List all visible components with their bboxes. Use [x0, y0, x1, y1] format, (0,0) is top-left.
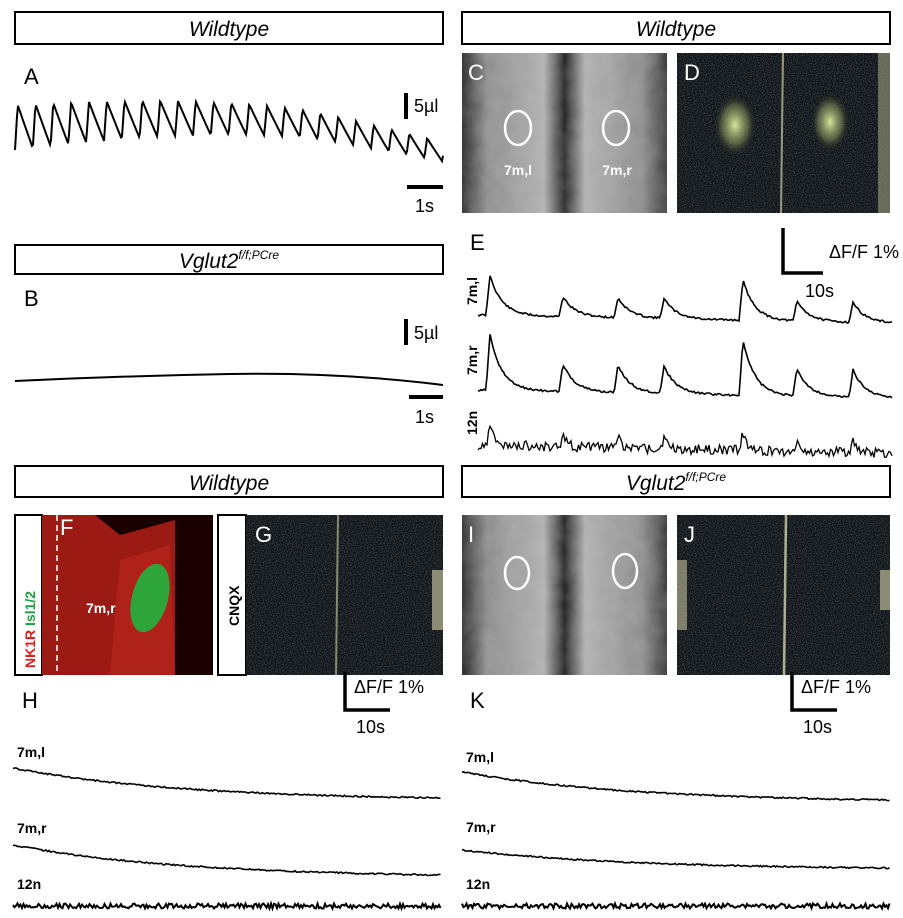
trace — [14, 372, 444, 386]
image — [462, 53, 667, 213]
scale-label: ΔF/F 1% — [801, 677, 871, 697]
image — [677, 514, 890, 676]
trace — [461, 900, 891, 912]
trace — [12, 844, 441, 877]
header: Wildtype — [189, 472, 269, 495]
header-superscript: f/f;PCre — [238, 248, 279, 262]
image — [42, 515, 213, 675]
panel-letter: E — [470, 230, 485, 255]
header-box — [14, 11, 444, 45]
scale-label: 10s — [805, 281, 834, 301]
trace — [477, 275, 893, 324]
trace-label: 7m,l — [464, 277, 480, 305]
trace-label: 7m,l — [466, 749, 494, 765]
panel-letter: H — [22, 688, 38, 713]
panel-letter: K — [470, 688, 485, 713]
scale-label: 5µl — [414, 323, 438, 343]
panel-letter: J — [684, 522, 695, 547]
trace-label: 12n — [17, 876, 41, 892]
condition-label: CNQX — [226, 585, 242, 626]
image — [462, 515, 667, 675]
trace — [477, 424, 893, 459]
header: Vglut2f/f;PCre — [626, 470, 727, 495]
trace — [461, 770, 890, 802]
trace-label: 12n — [466, 876, 490, 892]
panel-letter: G — [255, 522, 272, 547]
stain-label: NK1R Isl1/2 — [22, 591, 38, 668]
trace-label: 7m,r — [466, 819, 496, 835]
scale-label: 5µl — [414, 96, 438, 116]
panel-letter: D — [684, 60, 700, 85]
roi-label: 7m,r — [86, 600, 116, 616]
trace — [14, 98, 444, 164]
header: Wildtype — [636, 18, 716, 41]
trace-label: 7m,r — [17, 820, 47, 836]
scale-label: 1s — [415, 196, 434, 216]
trace — [477, 334, 893, 399]
scale-label: ΔF/F 1% — [354, 677, 424, 697]
header-superscript: f/f;PCre — [685, 470, 726, 484]
panel-letter: A — [24, 64, 39, 89]
roi-label: 7m,r — [602, 162, 632, 178]
scale-bar — [781, 228, 823, 275]
trace — [12, 900, 442, 912]
trace — [12, 767, 441, 800]
header-box — [461, 465, 891, 498]
header-text: Vglut2 — [179, 250, 239, 273]
header-box — [461, 11, 891, 45]
trace-label: 7m,l — [17, 744, 45, 760]
panel-letter: B — [24, 286, 39, 311]
header-box — [14, 465, 444, 498]
trace-label: 7m,r — [464, 345, 480, 375]
scale-bar — [343, 672, 390, 712]
scale-label: 10s — [803, 717, 832, 737]
trace-label: 12n — [464, 411, 480, 435]
header-box — [14, 244, 444, 275]
header-text: Vglut2 — [626, 472, 686, 495]
panel-letter: I — [468, 522, 474, 547]
roi-label: 7m,l — [504, 162, 532, 178]
scale-bar — [790, 672, 837, 712]
scale-label: ΔF/F 1% — [829, 242, 899, 262]
header: Vglut2f/f;PCre — [179, 248, 280, 273]
image — [677, 52, 890, 214]
panel-letter: F — [60, 515, 73, 540]
scale-label: 1s — [415, 407, 434, 427]
panel-letter: C — [468, 60, 484, 85]
trace — [461, 848, 890, 870]
scale-label: 10s — [356, 717, 385, 737]
image — [246, 514, 443, 676]
stain-green: Isl1/2 — [22, 591, 38, 626]
header: Wildtype — [189, 18, 269, 41]
stain-red: NK1R — [22, 630, 38, 668]
